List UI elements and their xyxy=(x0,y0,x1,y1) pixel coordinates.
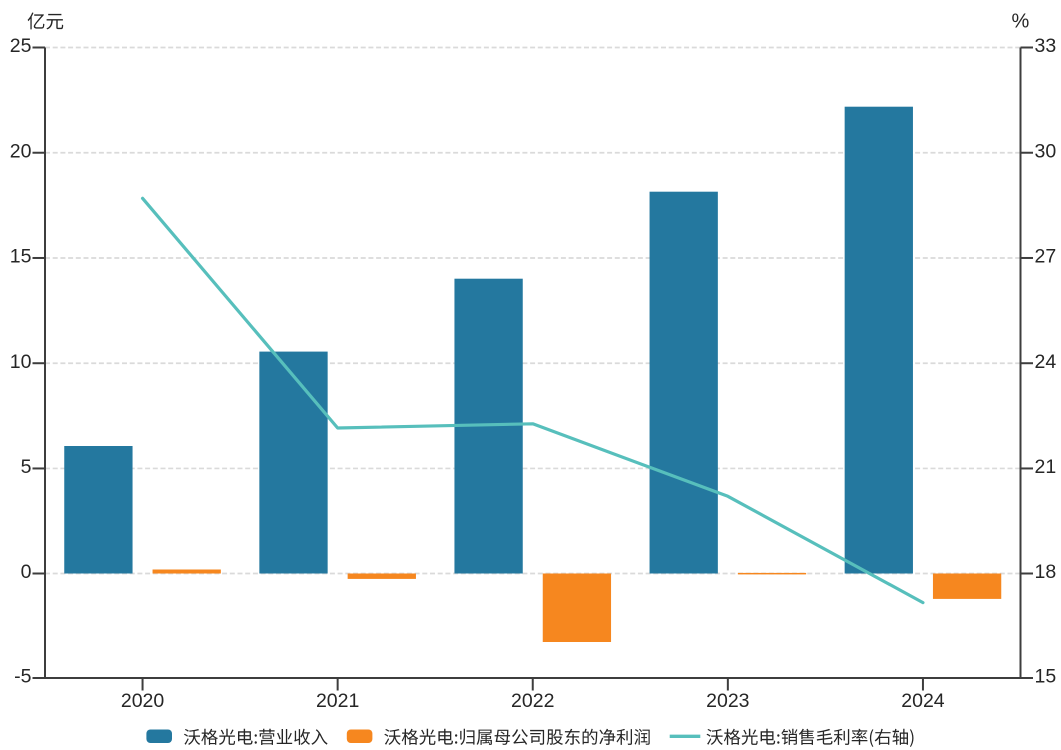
svg-text:24: 24 xyxy=(1035,351,1057,373)
svg-text:33: 33 xyxy=(1035,35,1057,57)
svg-text:15: 15 xyxy=(10,246,32,268)
svg-text:0: 0 xyxy=(21,561,32,583)
svg-text:2024: 2024 xyxy=(901,690,945,712)
svg-text:18: 18 xyxy=(1035,561,1057,583)
svg-text:20: 20 xyxy=(10,140,32,162)
svg-text:21: 21 xyxy=(1035,456,1057,478)
svg-text:%: % xyxy=(1012,11,1030,33)
svg-text:25: 25 xyxy=(10,35,32,57)
svg-text:-5: -5 xyxy=(14,666,31,688)
svg-text:2021: 2021 xyxy=(316,690,359,712)
svg-text:2020: 2020 xyxy=(121,690,165,712)
svg-text:10: 10 xyxy=(10,351,32,373)
svg-text:2023: 2023 xyxy=(706,690,749,712)
svg-text:15: 15 xyxy=(1035,666,1057,688)
svg-text:5: 5 xyxy=(21,456,32,478)
svg-text:27: 27 xyxy=(1035,246,1057,268)
svg-text:2022: 2022 xyxy=(511,690,554,712)
svg-text:30: 30 xyxy=(1035,140,1057,162)
